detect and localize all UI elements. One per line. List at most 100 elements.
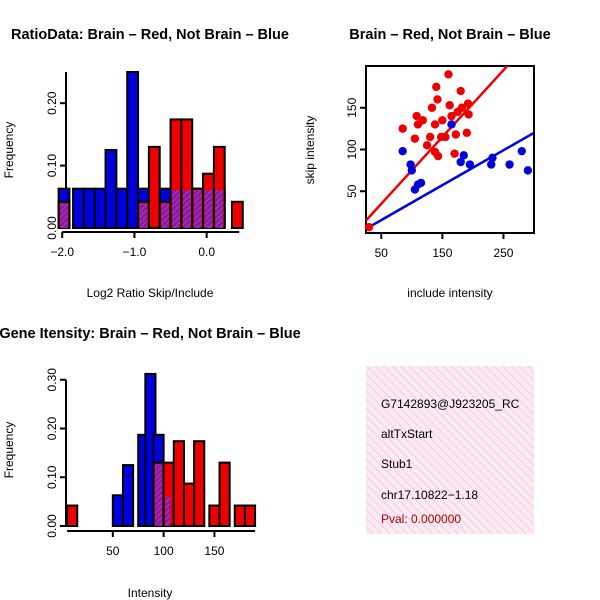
not-brain-bar	[121, 464, 135, 527]
brain-bar	[218, 461, 231, 527]
brain-point	[444, 70, 453, 79]
not-brain-fit-line	[366, 131, 534, 230]
brain-bar	[66, 504, 79, 527]
overlap-bar	[172, 190, 180, 228]
not-brain-point	[523, 166, 533, 175]
x-tick-label: 50	[375, 246, 389, 260]
overlap-bar	[161, 203, 170, 228]
not-brain-bar	[126, 71, 140, 229]
y-tick-label: 150	[345, 97, 359, 117]
not-brain-point	[398, 146, 407, 156]
brain-point	[451, 130, 461, 139]
gene-intensity-xlabel: Intensity	[128, 586, 173, 600]
plot-frame	[365, 65, 535, 234]
brain-point	[412, 111, 421, 121]
x-tick-label: 50	[106, 544, 120, 558]
brain-point	[450, 149, 459, 158]
not-brain-bar	[111, 494, 124, 528]
overlap-bar	[60, 203, 68, 228]
not-brain-point	[459, 151, 468, 160]
intensity-scatter-xlabel: include intensity	[407, 286, 492, 300]
ratio-histogram-ylabel: Frequency	[2, 122, 16, 179]
gene-intensity-histogram: Gene Itensity: Brain – Red, Not Brain – …	[0, 326, 301, 600]
info-gene-name: Stub1	[381, 457, 413, 471]
overlap-bar	[215, 190, 224, 228]
y-tick-label: 0.10	[45, 154, 59, 178]
brain-point	[438, 116, 447, 125]
info-event-type: altTxStart	[381, 427, 433, 441]
brain-point	[447, 111, 456, 121]
overlap-bar	[193, 190, 202, 228]
info-event-id: G7142893@J923205_RC	[381, 397, 520, 411]
info-location: chr17.10822−1.18	[381, 488, 478, 502]
overlap-bar	[165, 496, 171, 526]
brain-point	[433, 95, 442, 104]
ratio-histogram: RatioData: Brain – Red, Not Brain – Blue…	[2, 27, 289, 300]
x-tick-label: 0.0	[198, 245, 215, 259]
overlap-bar	[139, 203, 148, 228]
x-tick-label: −2.0	[50, 245, 74, 259]
y-tick-label: 0.00	[45, 216, 59, 240]
overlap-bar	[204, 190, 213, 228]
y-tick-label: 0.20	[45, 91, 59, 115]
x-tick-label: 150	[432, 246, 452, 260]
brain-point	[430, 120, 440, 129]
not-brain-point	[487, 160, 496, 169]
overlap-bar	[182, 190, 191, 228]
not-brain-point	[465, 160, 475, 169]
brain-point	[464, 110, 473, 119]
brain-bar	[233, 504, 246, 527]
intensity-scatter: Brain – Red, Not Brain – Blue 50 100 150 50…	[303, 27, 551, 300]
brain-bar	[172, 440, 185, 527]
not-brain-bar	[72, 187, 85, 230]
brain-bar	[230, 200, 244, 230]
ratio-histogram-title: RatioData: Brain – Red, Not Brain – Blue	[11, 27, 289, 43]
brain-point	[457, 103, 467, 112]
brain-point	[410, 134, 420, 143]
brain-point	[425, 132, 435, 142]
brain-point	[427, 103, 437, 112]
x-tick-label: 250	[493, 246, 513, 260]
brain-point	[422, 141, 432, 150]
intensity-scatter-title: Brain – Red, Not Brain – Blue	[349, 27, 550, 43]
brain-point	[462, 128, 471, 137]
brain-fit-line	[366, 66, 509, 222]
not-brain-bar	[82, 187, 96, 230]
not-brain-point	[456, 157, 465, 167]
not-brain-point	[416, 178, 426, 188]
not-brain-bar	[93, 187, 107, 230]
overlap-bar	[154, 464, 163, 526]
y-tick-label: 100	[345, 139, 359, 159]
y-tick-label: 50	[345, 184, 359, 198]
brain-point	[364, 222, 374, 232]
info-panel: G7142893@J923205_RC altTxStart Stub1 chr…	[366, 366, 534, 534]
brain-bar	[243, 504, 257, 527]
brain-bar	[208, 504, 221, 527]
brain-point	[441, 132, 450, 142]
ratio-histogram-xlabel: Log2 Ratio Skip/Include	[87, 286, 214, 300]
brain-point	[445, 101, 454, 110]
brain-point	[398, 124, 407, 133]
not-brain-point	[488, 153, 497, 163]
not-brain-bar	[115, 187, 129, 230]
y-tick-label: 0.30	[45, 368, 59, 392]
gene-intensity-ylabel: Frequency	[2, 422, 16, 479]
brain-bar	[193, 440, 206, 527]
info-pvalue: Pval: 0.000000	[381, 512, 461, 526]
y-tick-label: 0.10	[45, 465, 59, 489]
x-tick-label: 150	[204, 544, 224, 558]
info-panel-background	[366, 366, 534, 534]
brain-point	[456, 86, 465, 96]
intensity-scatter-ylabel: skip intensity	[303, 116, 317, 185]
y-tick-label: 0.00	[45, 514, 59, 538]
not-brain-point	[505, 160, 514, 169]
x-tick-label: 100	[154, 544, 174, 558]
brain-bar	[182, 482, 196, 527]
not-brain-point	[517, 146, 526, 156]
x-tick-label: −1.0	[123, 245, 147, 259]
not-brain-point	[407, 166, 417, 175]
brain-point	[418, 116, 428, 125]
not-brain-bar	[104, 149, 118, 229]
gene-intensity-title: Gene Itensity: Brain – Red, Not Brain – …	[0, 326, 301, 342]
